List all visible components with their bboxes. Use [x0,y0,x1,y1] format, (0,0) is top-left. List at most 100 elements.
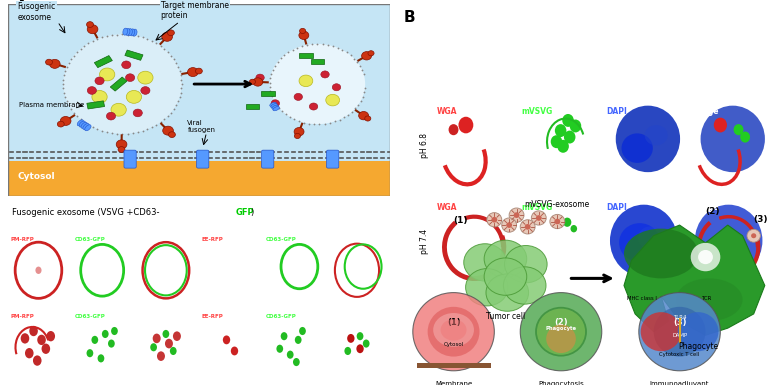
Circle shape [487,213,502,227]
FancyBboxPatch shape [8,4,390,161]
Circle shape [531,211,546,225]
Circle shape [87,349,94,357]
Circle shape [714,118,727,132]
Text: EE-RFP: EE-RFP [202,314,224,319]
Circle shape [116,140,127,149]
Ellipse shape [624,229,698,278]
Circle shape [87,22,94,27]
Circle shape [118,147,125,152]
Circle shape [106,112,115,120]
Circle shape [491,217,498,223]
Text: B: B [404,10,416,25]
Text: ): ) [250,208,254,217]
Ellipse shape [272,105,278,109]
Circle shape [698,250,713,264]
Circle shape [525,224,530,230]
Ellipse shape [130,29,135,36]
Circle shape [270,44,365,124]
FancyBboxPatch shape [261,150,274,168]
Circle shape [310,103,317,110]
Text: MHC class I: MHC class I [627,296,658,301]
Text: Phagocyte: Phagocyte [678,343,718,352]
Circle shape [356,332,363,340]
Ellipse shape [441,319,466,341]
Text: pH 7.4: pH 7.4 [420,229,429,254]
Text: Merge: Merge [329,237,349,242]
Ellipse shape [270,102,276,106]
Ellipse shape [484,240,526,278]
Ellipse shape [700,105,765,172]
Circle shape [141,87,150,94]
Ellipse shape [85,125,91,131]
Ellipse shape [675,278,743,321]
Circle shape [45,59,52,65]
Ellipse shape [79,121,86,127]
Ellipse shape [77,120,83,126]
Circle shape [640,312,682,351]
Ellipse shape [619,223,661,262]
Circle shape [359,112,369,120]
Text: TLR4: TLR4 [673,315,686,320]
Polygon shape [246,104,259,109]
Circle shape [332,84,341,91]
Circle shape [98,354,105,362]
Text: Viral
fusogen: Viral fusogen [187,120,215,133]
Polygon shape [125,50,143,60]
Circle shape [747,229,760,242]
Circle shape [108,340,115,348]
Polygon shape [299,53,313,58]
Ellipse shape [433,313,474,347]
Circle shape [368,51,374,56]
Circle shape [187,68,198,77]
Circle shape [448,124,459,135]
Text: PM-RFP: PM-RFP [11,314,34,319]
Ellipse shape [484,258,526,295]
Circle shape [111,103,126,116]
Text: Plasma membrane: Plasma membrane [20,102,84,107]
Circle shape [253,78,263,86]
Circle shape [58,121,64,127]
Circle shape [95,77,104,85]
Circle shape [678,312,718,351]
Circle shape [41,343,50,354]
Text: Membrane
editing: Membrane editing [435,382,472,385]
Circle shape [300,28,306,33]
Circle shape [133,109,142,117]
Text: EE-RFP: EE-RFP [202,237,224,242]
Circle shape [536,215,542,221]
Circle shape [295,336,302,344]
Circle shape [326,94,339,106]
Circle shape [294,133,300,139]
Circle shape [92,90,107,103]
Circle shape [126,90,142,103]
Text: (1): (1) [447,318,460,327]
Ellipse shape [83,124,89,129]
FancyBboxPatch shape [8,161,390,196]
Text: Merge: Merge [692,107,719,116]
Circle shape [111,327,118,335]
Circle shape [173,331,181,341]
Polygon shape [310,59,324,64]
Ellipse shape [644,125,668,146]
Circle shape [570,225,577,233]
Text: CD63-GFP: CD63-GFP [75,314,105,319]
Ellipse shape [486,274,529,311]
Circle shape [223,335,230,344]
Circle shape [569,119,581,132]
Circle shape [509,208,524,222]
Text: CD63-GFP: CD63-GFP [266,314,296,319]
Text: mVSVG-exosome: mVSVG-exosome [525,200,590,209]
Text: mVSVG: mVSVG [522,107,553,116]
Circle shape [502,218,516,232]
Text: Fusogenic exosome (VSVG +CD63-: Fusogenic exosome (VSVG +CD63- [12,208,159,217]
Circle shape [21,333,30,343]
Text: Immunoadjuvant: Immunoadjuvant [650,382,709,385]
Ellipse shape [466,269,509,306]
Text: (1): (1) [454,216,468,225]
Circle shape [691,243,721,271]
Ellipse shape [638,226,663,249]
FancyBboxPatch shape [417,363,491,368]
Circle shape [413,293,495,371]
Circle shape [563,218,571,227]
Polygon shape [261,91,275,96]
